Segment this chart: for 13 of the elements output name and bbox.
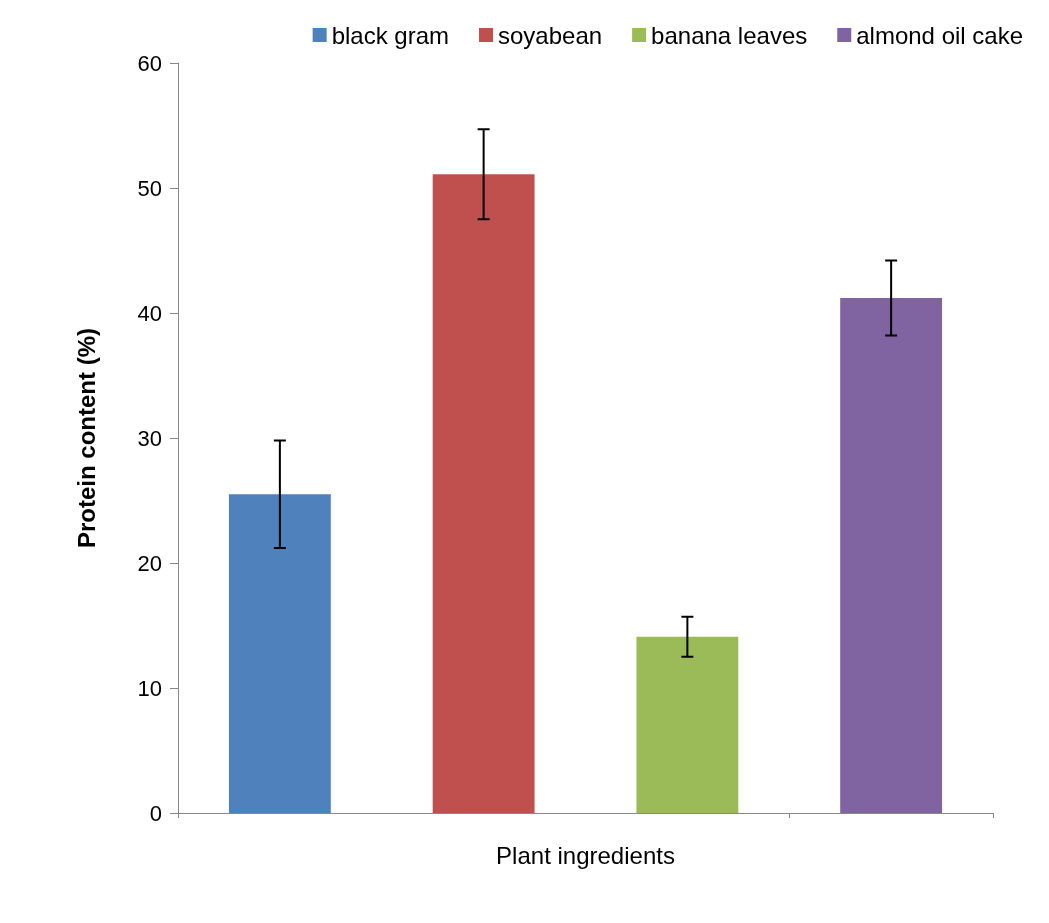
y-tick-label: 10 — [137, 675, 162, 701]
legend-label: black gram — [331, 21, 450, 49]
y-tick-label: 50 — [137, 175, 162, 201]
y-tick-label: 30 — [137, 425, 162, 451]
y-axis-title: Protein content (%) — [72, 328, 100, 548]
x-axis-title: Plant ingredients — [496, 841, 675, 869]
y-tick-label: 20 — [137, 550, 162, 576]
y-tick-label: 0 — [149, 800, 162, 826]
legend-label: almond oil cake — [856, 21, 1024, 49]
y-tick-label: 60 — [137, 50, 162, 76]
legend-label: soyabean — [498, 21, 603, 49]
legend-label: banana leaves — [651, 21, 808, 49]
y-tick-label: 40 — [137, 300, 162, 326]
